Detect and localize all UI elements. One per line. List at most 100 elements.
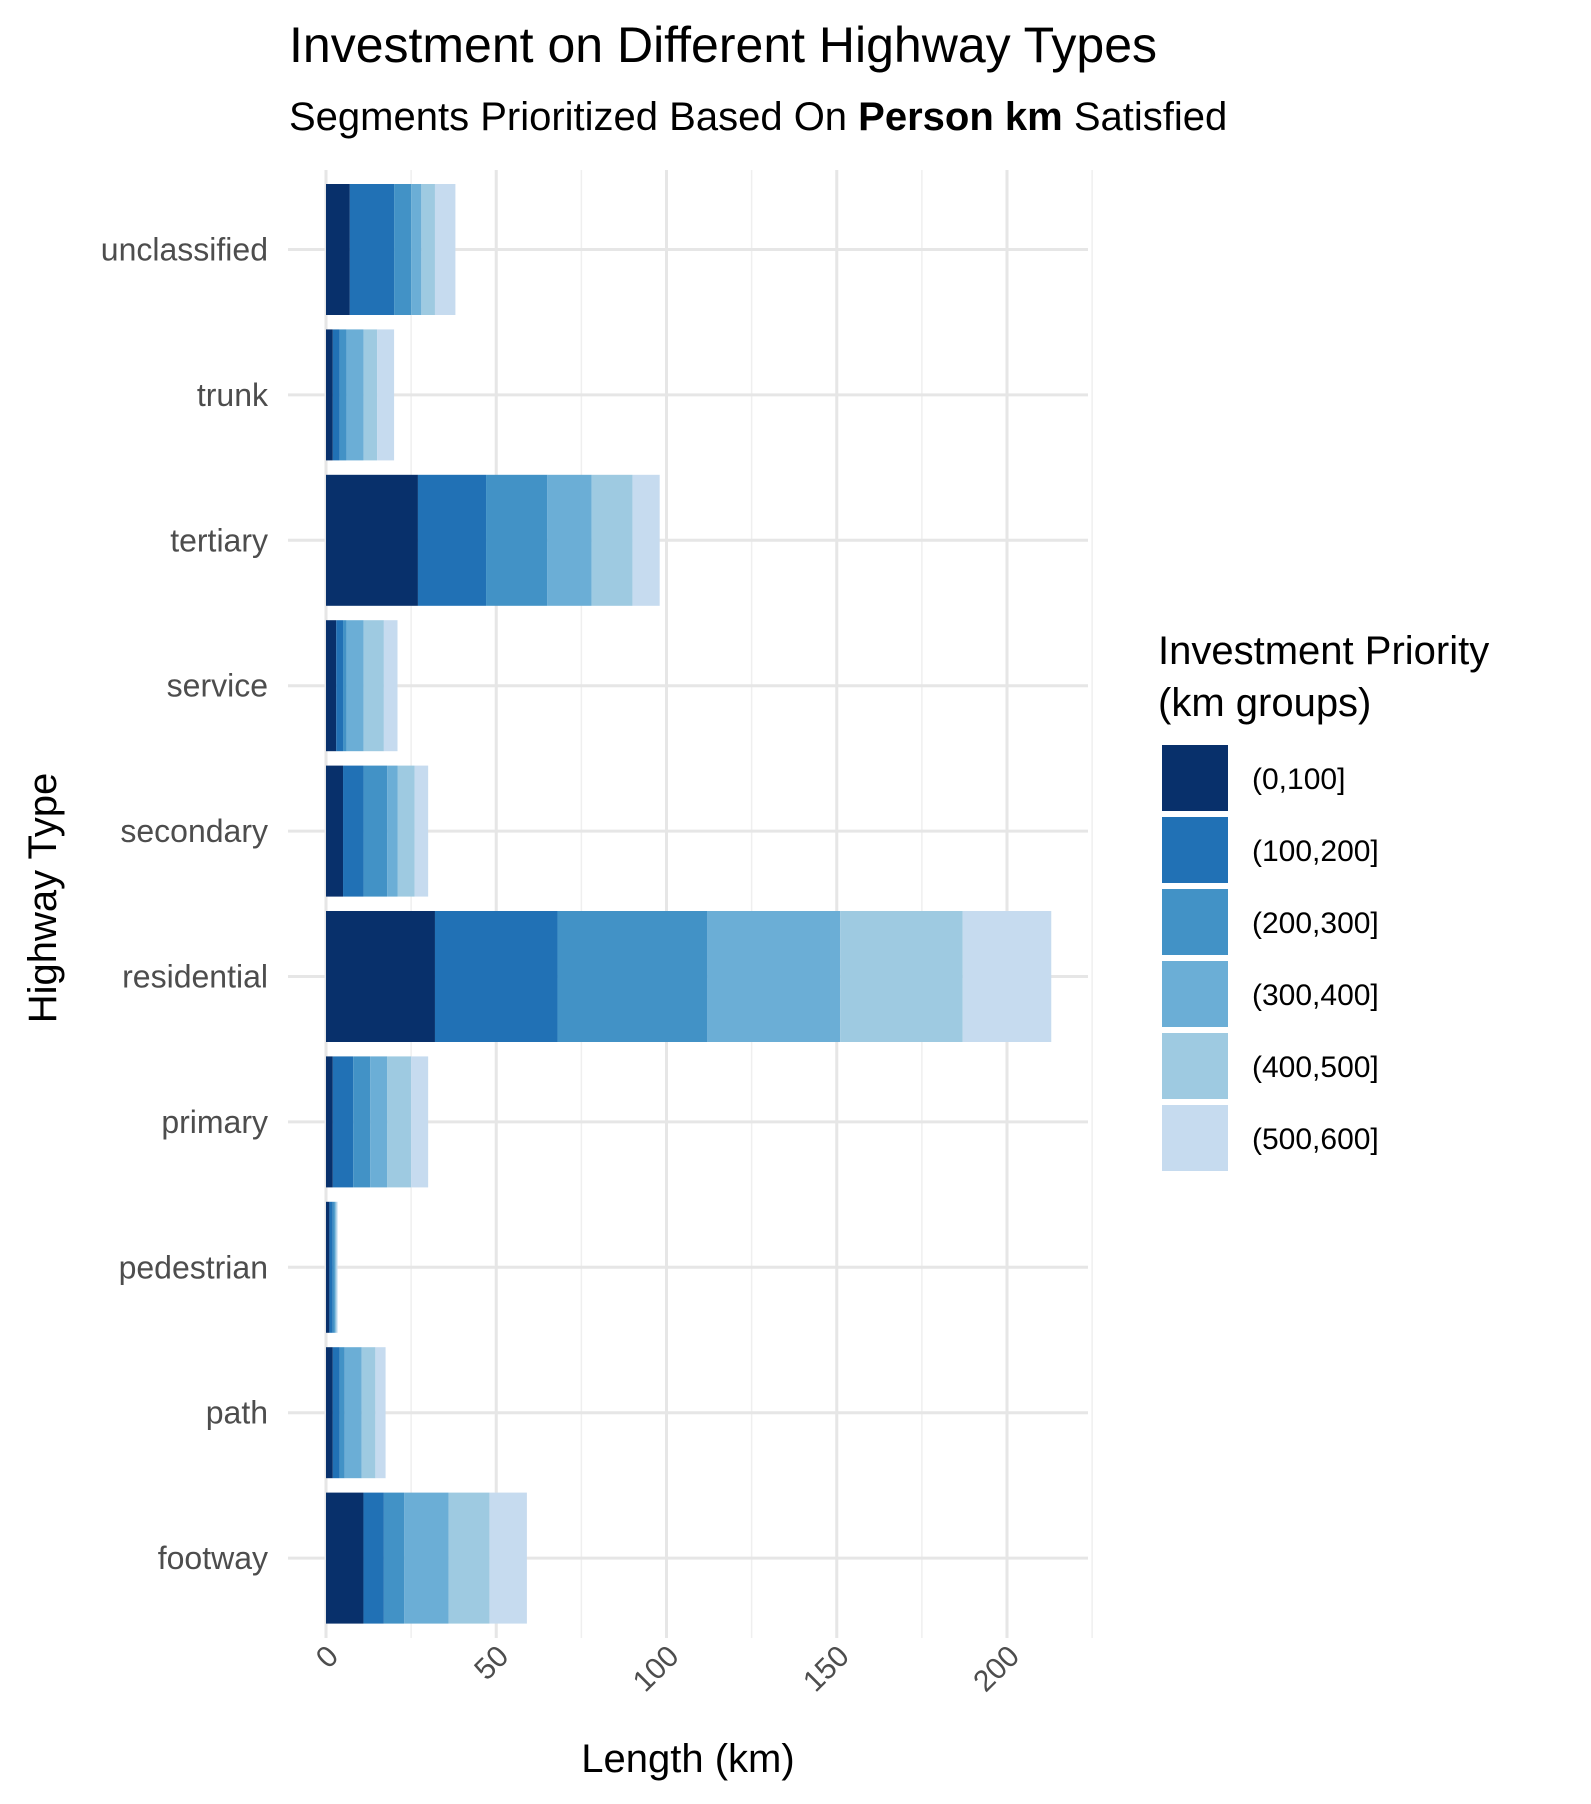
bar-segment <box>547 474 592 606</box>
bar-segment <box>387 1056 412 1188</box>
legend-label: (500,600] <box>1252 1123 1379 1156</box>
bar-segment <box>332 1201 335 1333</box>
bar-segment <box>329 1201 333 1333</box>
subtitle-emphasis: Person km <box>858 95 1063 139</box>
x-tick-label: 150 <box>797 1640 856 1699</box>
legend-swatch <box>1162 889 1228 955</box>
bar-segment <box>387 765 398 897</box>
x-tick-label: 200 <box>967 1640 1026 1699</box>
bars <box>326 184 1052 1624</box>
legend-label: (400,500] <box>1252 1051 1379 1084</box>
bar-segment <box>448 1492 490 1624</box>
bar-segment <box>326 765 344 897</box>
bar-segment <box>363 1492 384 1624</box>
bar-segment <box>334 1201 336 1333</box>
bar-segment <box>326 329 333 461</box>
bar-segment <box>326 620 337 752</box>
bar-segment <box>344 1347 362 1479</box>
bar-segment <box>336 1201 338 1333</box>
y-tick-label: secondary <box>120 813 268 849</box>
bar-segment <box>326 474 418 606</box>
legend-items: (0,100] (100,200] (200,300] (300,400] (400,5… <box>1162 745 1379 1171</box>
x-tick-labels: 0 50 100 150 200 <box>310 1640 1026 1699</box>
legend-swatch <box>1162 1033 1228 1099</box>
bar-segment <box>332 1056 354 1188</box>
bar-segment <box>332 329 340 461</box>
legend-swatch <box>1162 817 1228 883</box>
bar-segment <box>326 1201 330 1333</box>
y-tick-label: primary <box>161 1104 268 1140</box>
chart-title: Investment on Different Highway Types <box>289 17 1157 73</box>
y-tick-label: trunk <box>197 377 269 413</box>
bar-segment <box>383 620 398 752</box>
bar-segment <box>397 765 415 897</box>
bar-segment <box>411 184 422 315</box>
x-axis-title: Length (km) <box>581 1737 794 1781</box>
bar-segment <box>840 911 963 1042</box>
bar-segment <box>336 620 344 752</box>
legend-title-line-1: Investment Priority <box>1158 629 1489 673</box>
y-tick-label: tertiary <box>170 522 268 558</box>
bar-segment <box>404 1492 449 1624</box>
bar-segment <box>434 184 456 315</box>
legend-label: (200,300] <box>1252 907 1379 940</box>
bar-segment <box>326 1492 364 1624</box>
y-tick-label: unclassified <box>101 232 268 268</box>
bar-segment <box>434 911 558 1042</box>
bar-segment <box>411 1056 429 1188</box>
bar-segment <box>421 184 435 315</box>
y-tick-label: footway <box>158 1540 268 1576</box>
bar-segment <box>489 1492 527 1624</box>
legend-swatch <box>1162 1105 1228 1171</box>
bar-segment <box>962 911 1052 1042</box>
bar-segment <box>326 911 435 1042</box>
x-tick-label: 0 <box>310 1640 345 1675</box>
bar-segment <box>375 1347 386 1479</box>
bar-segment <box>414 765 429 897</box>
bar-segment <box>417 474 487 606</box>
bar-segment <box>353 1056 371 1188</box>
bar-segment <box>486 474 548 606</box>
x-tick-label: 50 <box>468 1640 515 1687</box>
bar-segment <box>346 329 364 461</box>
bar-segment <box>632 474 660 606</box>
chart-subtitle: Segments Prioritized Based On Person km … <box>289 95 1227 139</box>
bar-segment <box>326 184 350 315</box>
bar-segment <box>326 1056 333 1188</box>
bar-segment <box>343 620 347 752</box>
legend: Investment Priority (km groups) (0,100] (… <box>1158 629 1489 1171</box>
subtitle-suffix: Satisfied <box>1063 95 1228 139</box>
bar-segment <box>377 329 395 461</box>
y-tick-label: pedestrian <box>119 1249 268 1285</box>
legend-title-line-2: (km groups) <box>1158 681 1371 725</box>
bar-segment <box>394 184 412 315</box>
bar-segment <box>349 184 395 315</box>
bar-segment <box>326 1347 333 1479</box>
subtitle-prefix: Segments Prioritized Based On <box>289 95 858 139</box>
bar-segment <box>591 474 633 606</box>
legend-label: (300,400] <box>1252 979 1379 1012</box>
bar-segment <box>339 1347 345 1479</box>
y-tick-label: path <box>206 1395 268 1431</box>
bar-segment <box>332 1347 340 1479</box>
bar-segment <box>363 765 388 897</box>
y-tick-label: residential <box>122 959 268 995</box>
bar-segment <box>335 1201 337 1333</box>
legend-swatch <box>1162 961 1228 1027</box>
x-tick-label: 100 <box>627 1640 686 1699</box>
bar-segment <box>346 620 364 752</box>
grid-lines <box>288 170 1093 1638</box>
bar-segment <box>383 1492 405 1624</box>
legend-label: (0,100] <box>1252 763 1345 796</box>
bar-segment <box>363 620 384 752</box>
bar-segment <box>339 329 347 461</box>
y-tick-label: service <box>167 668 268 704</box>
y-tick-labels: unclassified trunk tertiary service secondar… <box>101 232 269 1577</box>
bar-segment <box>363 329 378 461</box>
bar-segment <box>361 1347 376 1479</box>
y-axis-title: Highway Type <box>21 773 65 1024</box>
bar-segment <box>370 1056 388 1188</box>
bar-segment <box>707 911 841 1042</box>
legend-swatch <box>1162 745 1228 811</box>
